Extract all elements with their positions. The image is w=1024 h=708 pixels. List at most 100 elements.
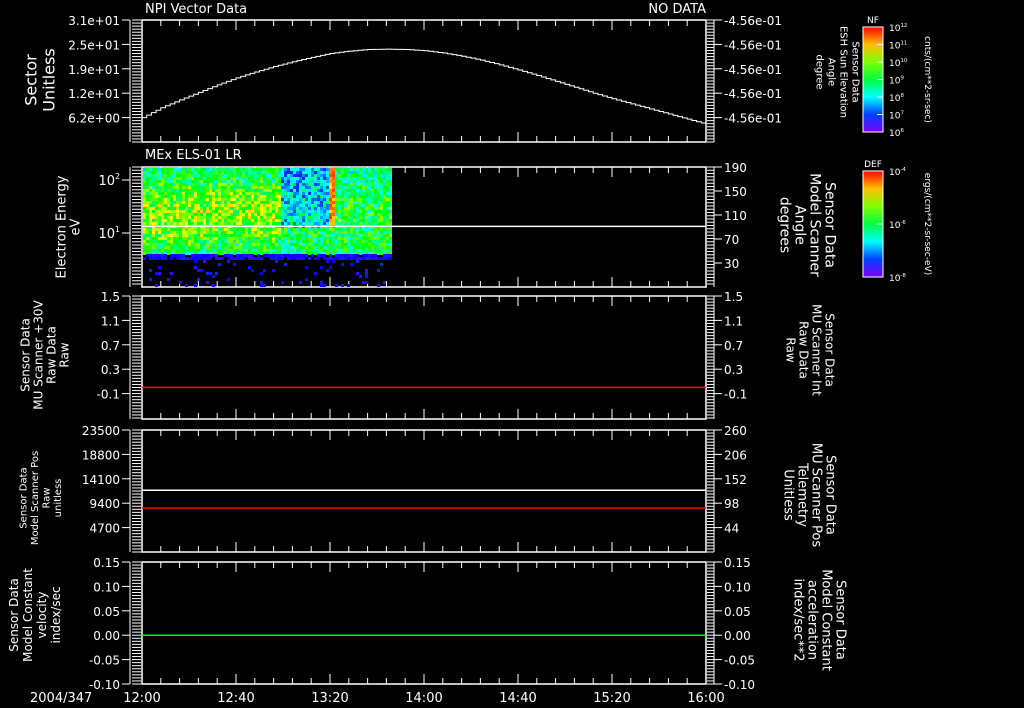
spectrogram-cell — [278, 213, 281, 216]
spectrogram-cell — [218, 228, 221, 231]
spectrogram-cell — [182, 257, 185, 260]
spectrogram-cell — [362, 228, 365, 231]
spectrogram-cell — [284, 171, 287, 174]
left-tick-label: 1.5 — [101, 290, 120, 304]
spectrogram-cell — [203, 231, 206, 234]
spectrogram-cell — [233, 180, 236, 183]
spectrogram-cell — [272, 213, 275, 216]
spectrogram-cell — [389, 234, 392, 237]
right-axis-title-line: Sensor Data — [832, 580, 847, 660]
spectrogram-cell — [188, 204, 191, 207]
spectrogram-cell — [374, 216, 377, 219]
spectrogram-cell — [311, 174, 314, 177]
spectrogram-cell — [254, 237, 257, 240]
spectrogram-cell — [197, 207, 200, 210]
spectrogram-cell — [368, 180, 371, 183]
spectrogram-cell — [380, 222, 383, 225]
spectrogram-cell — [176, 192, 179, 195]
spectrogram-cell — [332, 183, 335, 186]
spectrogram-cell — [359, 189, 362, 192]
spectrogram-cell — [350, 174, 353, 177]
spectrogram-cell — [383, 281, 386, 284]
spectrogram-cell — [341, 263, 344, 266]
spectrogram-cell — [362, 249, 365, 252]
spectrogram-cell — [293, 189, 296, 192]
spectrogram-cell — [227, 177, 230, 180]
spectrogram-cell — [227, 246, 230, 249]
spectrogram-cell — [278, 210, 281, 213]
spectrogram-cell — [308, 171, 311, 174]
spectrogram-cell — [272, 249, 275, 252]
spectrogram-cell — [167, 168, 170, 171]
spectrogram-cell — [389, 216, 392, 219]
spectrogram-cell — [200, 219, 203, 222]
spectrogram-cell — [377, 228, 380, 231]
spectrogram-cell — [251, 210, 254, 213]
spectrogram-cell — [269, 234, 272, 237]
spectrogram-cell — [314, 192, 317, 195]
spectrogram-cell — [320, 204, 323, 207]
spectrogram-cell — [344, 257, 347, 260]
spectrogram-cell — [389, 183, 392, 186]
spectrogram-cell — [314, 252, 317, 255]
spectrogram-cell — [200, 254, 203, 257]
spectrogram-cell — [245, 237, 248, 240]
spectrogram-cell — [356, 195, 359, 198]
spectrogram-cell — [341, 171, 344, 174]
spectrogram-cell — [335, 171, 338, 174]
spectrogram-cell — [221, 192, 224, 195]
spectrogram-cell — [263, 204, 266, 207]
spectrogram-cell — [242, 254, 245, 257]
spectrogram-cell — [359, 234, 362, 237]
spectrogram-cell — [332, 231, 335, 234]
spectrogram-cell — [188, 216, 191, 219]
spectrogram-cell — [227, 168, 230, 171]
spectrogram-cell — [374, 204, 377, 207]
spectrogram-cell — [188, 183, 191, 186]
spectrogram-cell — [332, 257, 335, 260]
spectrogram-cell — [278, 171, 281, 174]
spectrogram-cell — [239, 204, 242, 207]
spectrogram-cell — [272, 189, 275, 192]
spectrogram-cell — [158, 177, 161, 180]
spectrogram-cell — [389, 246, 392, 249]
spectrogram-cell — [149, 219, 152, 222]
spectrogram-cell — [359, 168, 362, 171]
left-axis-title-line: unitless — [53, 479, 64, 518]
spectrogram-cell — [158, 207, 161, 210]
spectrogram-cell — [257, 189, 260, 192]
spectrogram-cell — [347, 222, 350, 225]
spectrogram-cell — [269, 204, 272, 207]
right-axis-title-line: Sensor Data — [822, 455, 837, 535]
spectrogram-cell — [209, 186, 212, 189]
spectrogram-cell — [332, 213, 335, 216]
left-axis-title: Sensor Data Model Constant velocity index/s… — [7, 568, 63, 662]
spectrogram-cell — [215, 216, 218, 219]
spectrogram-cell — [305, 216, 308, 219]
spectrogram-cell — [293, 246, 296, 249]
spectrogram-cell — [179, 281, 182, 284]
spectrogram-cell — [371, 257, 374, 260]
spectrogram-cell — [257, 180, 260, 183]
spectrogram-cell — [341, 195, 344, 198]
spectrogram-cell — [149, 207, 152, 210]
spectrogram-cell — [185, 210, 188, 213]
spectrogram-cell — [338, 246, 341, 249]
spectrogram-cell — [350, 240, 353, 243]
spectrogram-cell — [302, 234, 305, 237]
spectrogram-cell — [353, 174, 356, 177]
spectrogram-cell — [221, 246, 224, 249]
spectrogram-cell — [254, 257, 257, 260]
spectrogram-cell — [380, 216, 383, 219]
spectrogram-cell — [386, 252, 389, 255]
spectrogram-cell — [191, 234, 194, 237]
spectrogram-cell — [224, 171, 227, 174]
spectrogram-cell — [266, 216, 269, 219]
spectrogram-cell — [287, 254, 290, 257]
spectrogram-cell — [296, 201, 299, 204]
spectrogram-cell — [296, 246, 299, 249]
spectrogram-cell — [206, 246, 209, 249]
spectrogram-cell — [203, 186, 206, 189]
spectrogram-cell — [293, 257, 296, 260]
spectrogram-cell — [296, 198, 299, 201]
